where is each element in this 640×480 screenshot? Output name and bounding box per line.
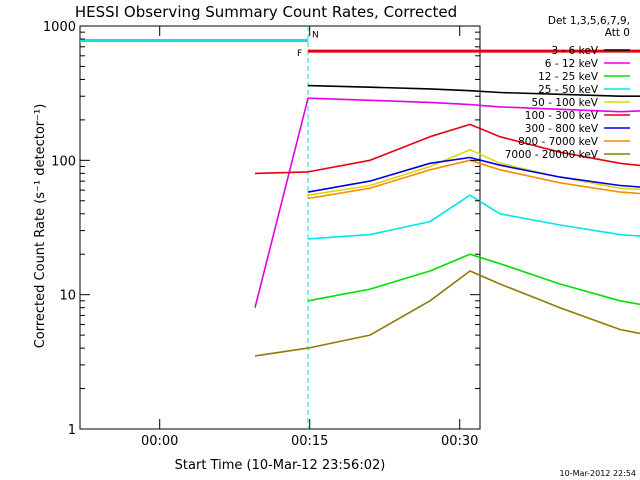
y-tick-label: 1 (68, 423, 76, 438)
legend-label: 800 - 7000 keV (518, 136, 599, 148)
x-tick-label: 00:30 (441, 434, 478, 449)
y-tick-label: 10 (59, 289, 76, 304)
series-line-12-25-kev (307, 253, 640, 306)
chart-title: HESSI Observing Summary Count Rates, Cor… (75, 3, 457, 21)
y-tick-label: 100 (51, 154, 76, 169)
legend-label: 12 - 25 keV (538, 71, 599, 83)
series-line-800-7000-kev (307, 159, 640, 200)
legend-label: 50 - 100 keV (531, 97, 598, 109)
legend-label: 3 - 6 keV (551, 45, 598, 57)
x-tick-label: 00:15 (291, 434, 328, 449)
legend-label: 25 - 50 keV (538, 84, 599, 96)
plot-frame (79, 25, 481, 430)
x-tick-label: 00:00 (141, 434, 178, 449)
legend-label: 6 - 12 keV (545, 58, 599, 70)
y-axis-label: Corrected Count Rate (s⁻¹ detector⁻¹) (33, 104, 48, 349)
series-line-100-300-kev (254, 123, 640, 175)
axis-ticks: 00:00 00:15 00:30 1 10 100 1000 (43, 20, 480, 449)
flag-label-f: F (297, 49, 302, 59)
series-line-50-100-kev (307, 148, 640, 196)
legend-label: 7000 - 20000 keV (505, 149, 599, 161)
x-axis-label: Start Time (10-Mar-12 23:56:02) (175, 458, 386, 473)
series-line-7000-20000-kev (254, 270, 640, 357)
series-line-300-800-kev (307, 156, 640, 193)
legend-label: 100 - 300 keV (525, 110, 599, 122)
plot-area (79, 25, 481, 430)
flag-label-n: N (312, 30, 319, 40)
series-line-6-12-kev (254, 97, 640, 308)
series-line-25-50-kev (307, 194, 640, 240)
y-tick-label: 1000 (43, 20, 76, 35)
series-lines (254, 84, 640, 357)
legend-label: 300 - 800 keV (525, 123, 599, 135)
flag-bars: FN (80, 26, 640, 429)
legend-header: Att 0 (605, 27, 630, 39)
legend-header: Det 1,3,5,6,7,9, (548, 15, 630, 27)
timestamp: 10-Mar-2012 22:54 (560, 469, 637, 478)
series-line-3-6-kev (307, 84, 640, 97)
